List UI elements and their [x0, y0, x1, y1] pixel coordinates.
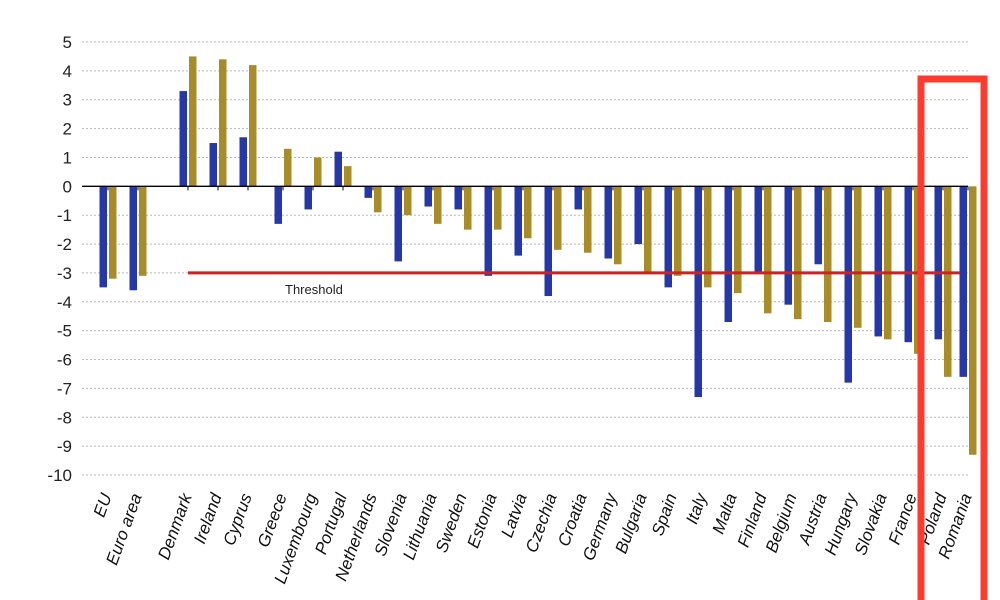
y-tick-label: -2 [57, 235, 72, 254]
y-tick-label: -6 [57, 351, 72, 370]
bar-s2-latvia [524, 186, 532, 239]
bar-s2-ireland [219, 59, 227, 187]
bar-s1-sweden [454, 186, 462, 210]
threshold-group: Threshold [188, 271, 960, 297]
highlight-box [917, 75, 988, 600]
bar-s2-portugal [344, 166, 352, 187]
gridlines [82, 41, 968, 476]
bar-s2-netherlands [374, 186, 382, 213]
bar-s2-euro-area [139, 186, 147, 276]
x-tick-label: Denmark [154, 489, 196, 562]
x-tick-label: Italy [682, 489, 711, 526]
bar-s1-croatia [574, 186, 582, 210]
y-tick-label: -5 [57, 322, 72, 341]
bar-s2-bulgaria [644, 186, 652, 273]
bar-s1-cyprus [239, 137, 247, 187]
bar-s1-bulgaria [634, 186, 642, 245]
y-tick-label: 4 [63, 62, 72, 81]
highlight-group [917, 75, 988, 600]
bar-s2-germany [614, 186, 622, 265]
y-tick-label: -3 [57, 264, 72, 283]
bar-s2-lithuania [434, 186, 442, 224]
x-tick-label: Latvia [497, 491, 530, 540]
bar-s1-latvia [514, 186, 522, 256]
bar-s2-poland [944, 186, 952, 377]
bar-s1-portugal [334, 151, 342, 187]
bar-s1-austria [814, 186, 822, 265]
bar-s1-netherlands [364, 186, 372, 198]
threshold-label: Threshold [285, 282, 343, 297]
y-tick-label: 2 [63, 120, 72, 139]
bar-s2-czechia [554, 186, 562, 250]
y-tick-label: -4 [57, 293, 72, 312]
bar-s1-poland [934, 186, 942, 340]
bar-s2-slovakia [884, 186, 892, 340]
bar-s2-spain [674, 186, 682, 276]
bar-s1-estonia [484, 186, 492, 276]
bar-s2-eu [109, 186, 117, 279]
bar-s2-hungary [854, 186, 862, 328]
bar-s1-slovenia [394, 186, 402, 262]
y-tick-label: -10 [47, 466, 72, 485]
bar-s1-slovakia [874, 186, 882, 337]
x-tick-label: Malta [709, 491, 741, 537]
bar-s2-luxembourg [314, 157, 322, 187]
y-tick-label: 3 [63, 91, 72, 110]
bar-s1-hungary [844, 186, 852, 383]
bar-s1-belgium [784, 186, 792, 305]
bar-s1-germany [604, 186, 612, 259]
y-tick-label: 5 [63, 33, 72, 52]
y-tick-label: -8 [57, 408, 72, 427]
y-tick-label: -9 [57, 437, 72, 456]
bar-s1-finland [754, 186, 762, 273]
bar-s1-denmark [179, 91, 187, 187]
bar-s2-malta [734, 186, 742, 294]
bars [99, 56, 977, 455]
bar-s2-estonia [494, 186, 502, 230]
bar-s1-greece [274, 186, 282, 224]
bar-s2-greece [284, 148, 292, 187]
bar-s2-romania [969, 186, 977, 455]
bar-s1-luxembourg [304, 186, 312, 210]
bar-s2-croatia [584, 186, 592, 253]
y-axis-ticks: 5 4 3 2 1 0 -1 -2 -3 -4 -5 -6 -7 -8 -9 -10 [47, 33, 72, 485]
bar-s1-italy [694, 186, 702, 398]
bar-s1-france [904, 186, 912, 343]
bar-s1-czechia [544, 186, 552, 297]
bar-s1-malta [724, 186, 732, 323]
bar-s2-belgium [794, 186, 802, 320]
x-tick-label: Spain [648, 491, 681, 538]
x-tick-label: EU [90, 490, 116, 519]
bar-s1-ireland [209, 143, 217, 187]
bar-s2-finland [764, 186, 772, 314]
bar-s1-eu [99, 186, 107, 288]
bar-s1-romania [959, 186, 967, 377]
zero-axis [82, 185, 969, 191]
bar-s1-euro-area [129, 186, 137, 291]
bar-s1-lithuania [424, 186, 432, 207]
y-tick-label: 0 [63, 177, 72, 196]
bar-s2-slovenia [404, 186, 412, 216]
y-tick-label: -7 [57, 379, 72, 398]
bar-s2-italy [704, 186, 712, 288]
bar-s2-cyprus [249, 65, 257, 187]
bar-s2-sweden [464, 186, 472, 230]
y-tick-label: 1 [63, 148, 72, 167]
bar-s1-spain [664, 186, 672, 288]
y-tick-label: -1 [57, 206, 72, 225]
bar-s2-austria [824, 186, 832, 323]
bar-s2-denmark [189, 56, 197, 187]
